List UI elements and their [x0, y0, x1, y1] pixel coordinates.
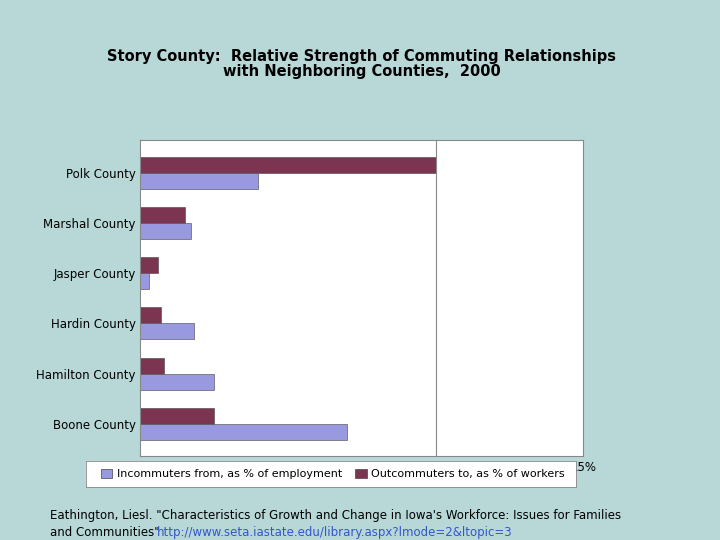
Text: and Communities": and Communities": [50, 526, 163, 539]
Bar: [140, 357, 164, 374]
Bar: [140, 307, 161, 323]
Legend: Incommuters from, as % of employment, Outcommuters to, as % of workers: Incommuters from, as % of employment, Ou…: [97, 464, 569, 484]
Bar: [140, 408, 215, 424]
Text: Eathington, Liesl. "Characteristics of Growth and Change in Iowa's Workforce: Is: Eathington, Liesl. "Characteristics of G…: [50, 509, 621, 522]
Text: Story County:  Relative Strength of Commuting Relationships: Story County: Relative Strength of Commu…: [107, 49, 616, 64]
Bar: [140, 424, 347, 440]
Bar: [140, 157, 436, 173]
Bar: [140, 323, 194, 340]
Bar: [140, 207, 184, 223]
Bar: [140, 374, 215, 390]
Text: http://www.seta.iastate.edu/library.aspx?lmode=2&ltopic=3: http://www.seta.iastate.edu/library.aspx…: [157, 526, 513, 539]
Bar: [140, 173, 258, 189]
Text: with Neighboring Counties,  2000: with Neighboring Counties, 2000: [223, 64, 500, 79]
Bar: [140, 223, 191, 239]
Bar: [140, 273, 149, 289]
Bar: [140, 257, 158, 273]
